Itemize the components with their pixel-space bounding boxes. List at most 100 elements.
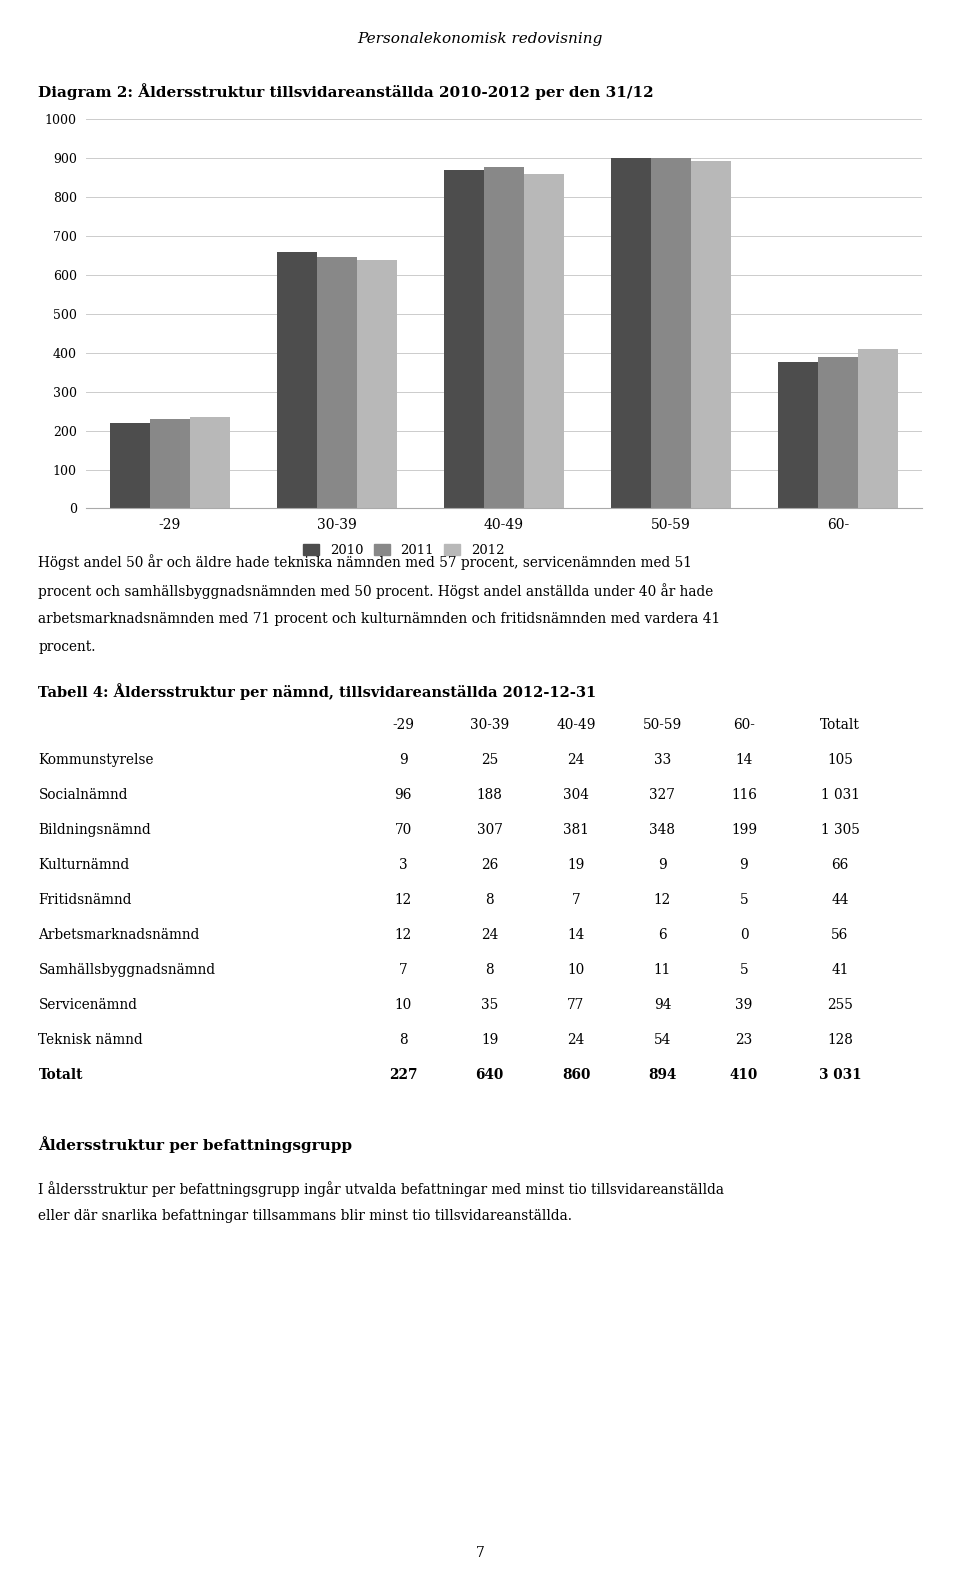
Text: 23: 23 [735, 1033, 753, 1047]
Text: 35: 35 [481, 998, 498, 1012]
Text: 9: 9 [658, 858, 667, 872]
Text: 5: 5 [740, 893, 748, 907]
Text: 304: 304 [563, 788, 589, 802]
Text: 70: 70 [395, 823, 412, 837]
Text: 41: 41 [831, 963, 849, 977]
Text: 9: 9 [739, 858, 749, 872]
Text: arbetsmarknadsnämnden med 71 procent och kulturnämnden och fritidsnämnden med va: arbetsmarknadsnämnden med 71 procent och… [38, 612, 721, 626]
Text: 94: 94 [654, 998, 671, 1012]
Text: Kommunstyrelse: Kommunstyrelse [38, 753, 154, 767]
Text: 44: 44 [831, 893, 849, 907]
Text: 25: 25 [481, 753, 498, 767]
Text: 894: 894 [648, 1068, 677, 1082]
Text: Kulturnämnd: Kulturnämnd [38, 858, 130, 872]
Text: 348: 348 [649, 823, 676, 837]
Text: 12: 12 [654, 893, 671, 907]
Bar [778, 362, 818, 508]
Text: eller där snarlika befattningar tillsammans blir minst tio tillsvidareanställda.: eller där snarlika befattningar tillsamm… [38, 1209, 572, 1224]
Text: 5: 5 [740, 963, 748, 977]
Text: 227: 227 [389, 1068, 418, 1082]
Bar [109, 423, 150, 508]
Text: 116: 116 [732, 788, 756, 802]
Text: 1 031: 1 031 [821, 788, 859, 802]
Text: -29: -29 [393, 718, 414, 733]
Text: 6: 6 [659, 928, 666, 942]
Text: 1 305: 1 305 [821, 823, 859, 837]
Text: 10: 10 [395, 998, 412, 1012]
Text: 199: 199 [731, 823, 757, 837]
Text: Personalekonomisk redovisning: Personalekonomisk redovisning [357, 32, 603, 46]
Bar [190, 416, 230, 508]
Bar [444, 170, 484, 508]
Text: 50-59: 50-59 [643, 718, 682, 733]
Text: 9: 9 [398, 753, 408, 767]
Text: Högst andel 50 år och äldre hade tekniska nämnden med 57 procent, servicenämnden: Högst andel 50 år och äldre hade teknisk… [38, 555, 692, 570]
Text: 19: 19 [481, 1033, 498, 1047]
Legend: 2010, 2011, 2012: 2010, 2011, 2012 [299, 539, 510, 563]
Text: 3: 3 [399, 858, 407, 872]
Text: 60-: 60- [733, 718, 755, 733]
Text: 14: 14 [735, 753, 753, 767]
Text: Servicenämnd: Servicenämnd [38, 998, 137, 1012]
Text: 640: 640 [475, 1068, 504, 1082]
Text: Diagram 2: Åldersstruktur tillsvidareanställda 2010-2012 per den 31/12: Diagram 2: Åldersstruktur tillsvidareans… [38, 83, 654, 100]
Bar [818, 356, 858, 508]
Text: 66: 66 [831, 858, 849, 872]
Text: 12: 12 [395, 893, 412, 907]
Text: 410: 410 [730, 1068, 758, 1082]
Bar [691, 160, 732, 508]
Text: 105: 105 [828, 753, 852, 767]
Bar [611, 157, 651, 508]
Text: 24: 24 [567, 1033, 585, 1047]
Text: procent.: procent. [38, 640, 96, 655]
Text: 255: 255 [828, 998, 852, 1012]
Text: Totalt: Totalt [38, 1068, 83, 1082]
Bar [317, 257, 357, 508]
Bar [276, 251, 317, 508]
Text: 56: 56 [831, 928, 849, 942]
Text: 860: 860 [562, 1068, 590, 1082]
Text: Totalt: Totalt [820, 718, 860, 733]
Text: Teknisk nämnd: Teknisk nämnd [38, 1033, 143, 1047]
Text: Socialnämnd: Socialnämnd [38, 788, 128, 802]
Text: 40-49: 40-49 [556, 718, 596, 733]
Text: Fritidsnämnd: Fritidsnämnd [38, 893, 132, 907]
Text: 7: 7 [399, 963, 407, 977]
Text: 12: 12 [395, 928, 412, 942]
Text: 7: 7 [572, 893, 580, 907]
Text: 11: 11 [654, 963, 671, 977]
Bar [150, 419, 190, 508]
Bar [651, 157, 691, 508]
Text: 26: 26 [481, 858, 498, 872]
Bar [858, 350, 899, 508]
Text: Bildningsnämnd: Bildningsnämnd [38, 823, 151, 837]
Text: 0: 0 [740, 928, 748, 942]
Text: 8: 8 [486, 963, 493, 977]
Text: 24: 24 [481, 928, 498, 942]
Text: 14: 14 [567, 928, 585, 942]
Text: 24: 24 [567, 753, 585, 767]
Text: 33: 33 [654, 753, 671, 767]
Text: 307: 307 [477, 823, 502, 837]
Text: 39: 39 [735, 998, 753, 1012]
Text: 8: 8 [399, 1033, 407, 1047]
Text: 30-39: 30-39 [470, 718, 509, 733]
Text: I åldersstruktur per befattningsgrupp ingår utvalda befattningar med minst tio t: I åldersstruktur per befattningsgrupp in… [38, 1181, 725, 1197]
Text: 96: 96 [395, 788, 412, 802]
Text: 3 031: 3 031 [819, 1068, 861, 1082]
Text: 77: 77 [567, 998, 585, 1012]
Text: Arbetsmarknadsnämnd: Arbetsmarknadsnämnd [38, 928, 200, 942]
Text: 54: 54 [654, 1033, 671, 1047]
Text: Samhällsbyggnadsnämnd: Samhällsbyggnadsnämnd [38, 963, 216, 977]
Text: Tabell 4: Åldersstruktur per nämnd, tillsvidareanställda 2012-12-31: Tabell 4: Åldersstruktur per nämnd, till… [38, 683, 597, 701]
Text: 128: 128 [828, 1033, 852, 1047]
Text: 10: 10 [567, 963, 585, 977]
Text: procent och samhällsbyggnadsnämnden med 50 procent. Högst andel anställda under : procent och samhällsbyggnadsnämnden med … [38, 583, 713, 599]
Text: 19: 19 [567, 858, 585, 872]
Text: 381: 381 [564, 823, 588, 837]
Text: 8: 8 [486, 893, 493, 907]
Bar [357, 261, 397, 508]
Text: 327: 327 [650, 788, 675, 802]
Bar [524, 175, 564, 508]
Text: 188: 188 [477, 788, 502, 802]
